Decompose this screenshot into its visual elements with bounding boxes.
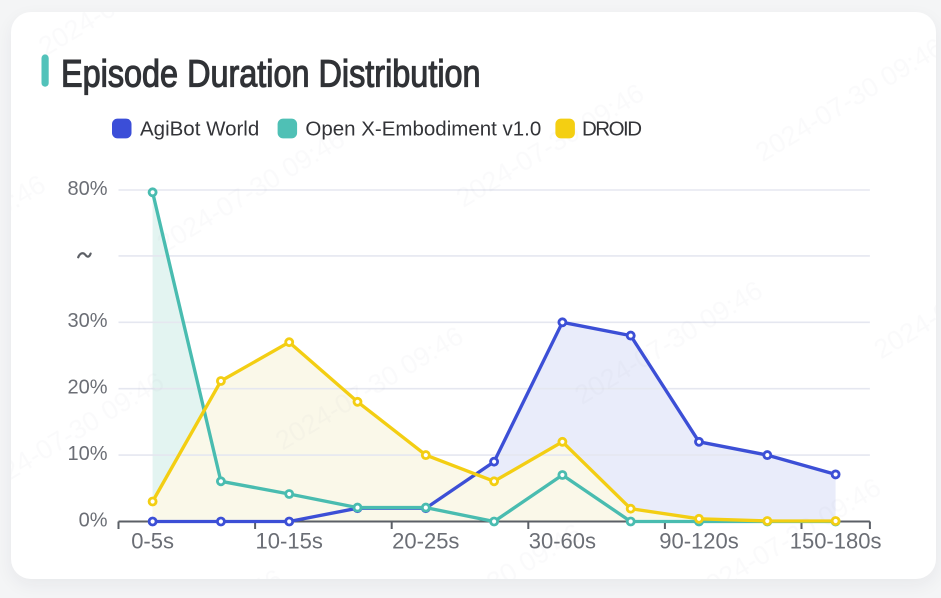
svg-text:AgiBot World: AgiBot World xyxy=(140,118,259,141)
svg-text:80%: 80% xyxy=(67,178,107,200)
svg-text:20-25s: 20-25s xyxy=(392,529,459,554)
svg-text:Open X-Embodiment v1.0: Open X-Embodiment v1.0 xyxy=(305,118,541,141)
svg-text:30-60s: 30-60s xyxy=(529,529,596,554)
svg-text:Episode Duration Distribution: Episode Duration Distribution xyxy=(61,53,481,95)
svg-text:10%: 10% xyxy=(67,443,107,465)
svg-text:0-5s: 0-5s xyxy=(131,529,174,554)
svg-text:90-120s: 90-120s xyxy=(659,529,739,554)
svg-text:DROID: DROID xyxy=(582,118,641,141)
svg-text:20%: 20% xyxy=(67,377,107,399)
svg-text:0%: 0% xyxy=(79,509,108,531)
svg-text:150-180s: 150-180s xyxy=(790,529,882,554)
svg-text:30%: 30% xyxy=(67,310,107,332)
svg-text:10-15s: 10-15s xyxy=(256,529,323,554)
